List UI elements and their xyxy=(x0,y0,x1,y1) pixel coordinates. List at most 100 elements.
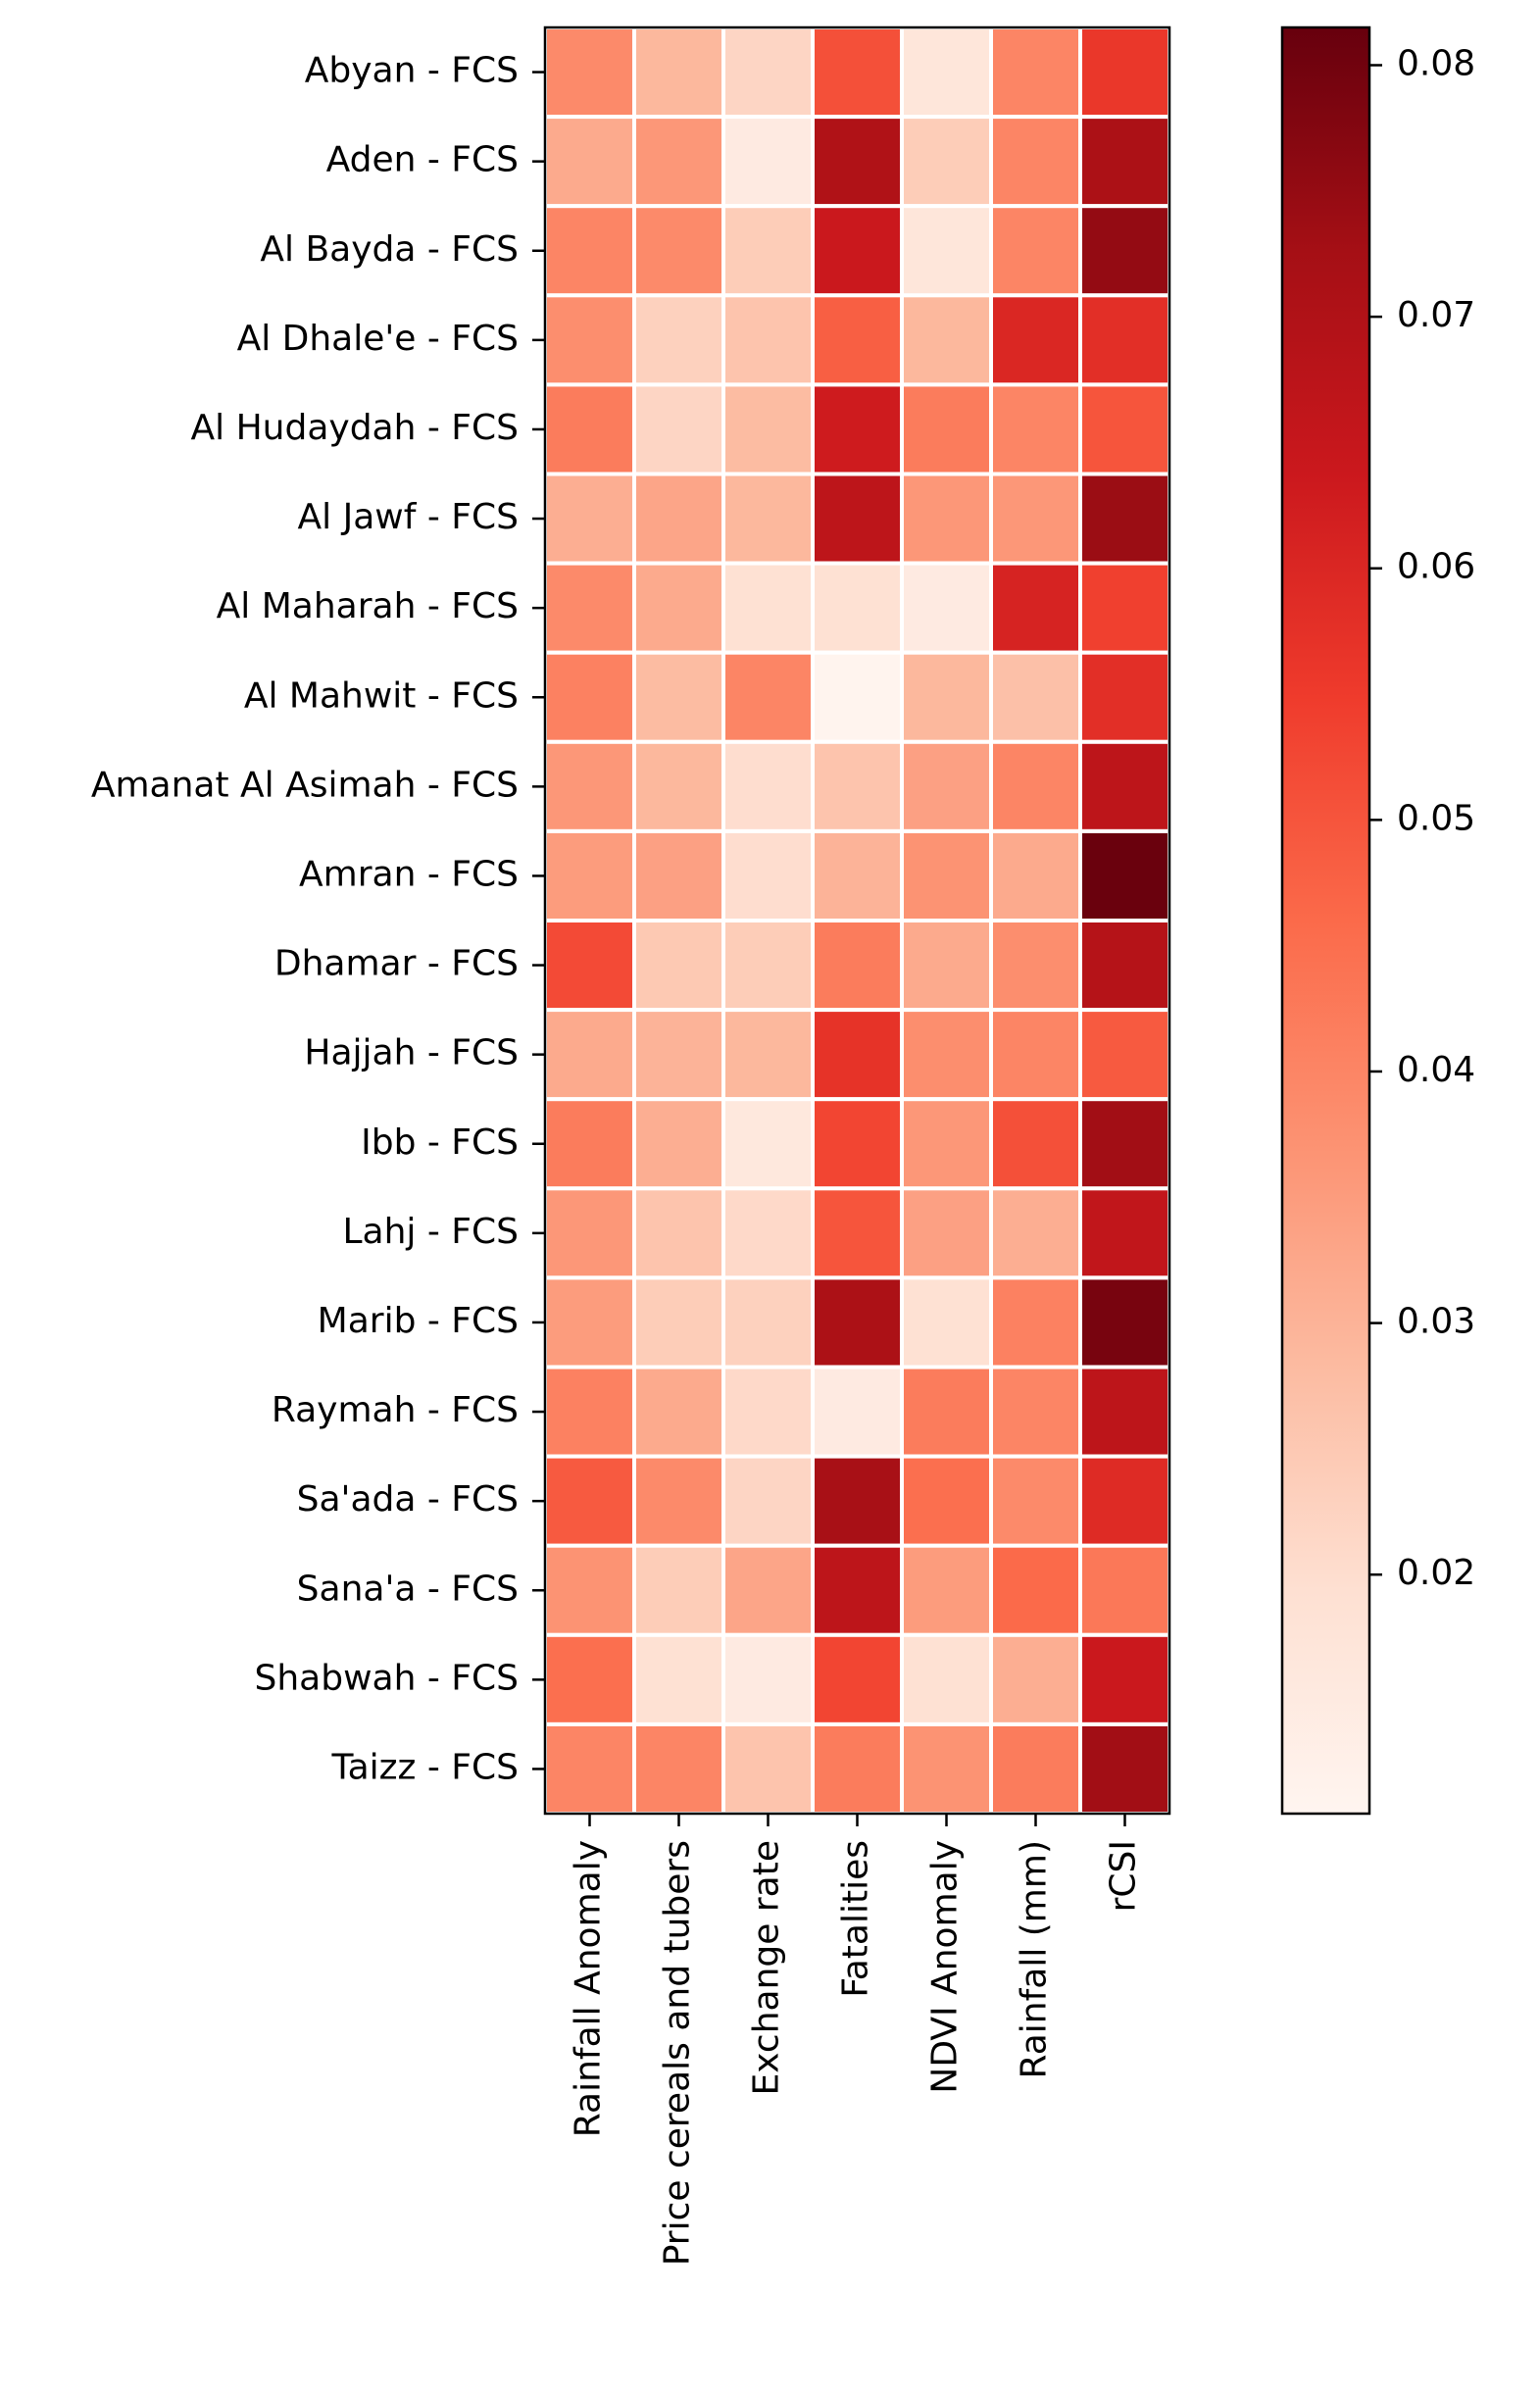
heatmap-cell xyxy=(989,919,1082,1013)
heatmap-cell xyxy=(1078,1365,1171,1459)
heatmap-cells xyxy=(543,25,1171,1817)
heatmap-cell xyxy=(632,382,725,476)
heatmap-cell xyxy=(632,1632,725,1726)
heatmap-cell xyxy=(1078,472,1171,566)
colorbar-tick-label: 0.04 xyxy=(1397,1050,1475,1090)
row-label: Lahj - FCS xyxy=(342,1212,519,1252)
heatmap-cell xyxy=(811,1275,904,1370)
heatmap-cell xyxy=(632,1008,725,1102)
column-label: Exchange rate xyxy=(747,1840,787,2095)
heatmap-cell xyxy=(543,472,636,566)
heatmap-cell xyxy=(1078,739,1171,833)
heatmap-cell xyxy=(811,1543,904,1637)
heatmap-cell xyxy=(900,1008,993,1102)
heatmap-cell xyxy=(721,650,815,744)
heatmap-cell xyxy=(811,1186,904,1280)
heatmap-cell xyxy=(1078,650,1171,744)
heatmap-cell xyxy=(1078,115,1171,209)
colorbar-tick-label: 0.05 xyxy=(1397,798,1475,838)
heatmap-cell xyxy=(632,115,725,209)
heatmap-cell xyxy=(721,204,815,298)
heatmap-cell xyxy=(989,650,1082,744)
heatmap-cell xyxy=(721,1275,815,1370)
row-label: Amran - FCS xyxy=(299,854,519,894)
heatmap-cell xyxy=(721,25,815,120)
row-label: Al Maharah - FCS xyxy=(217,586,519,626)
column-label: NDVI Anomaly xyxy=(925,1840,966,2094)
heatmap-cell xyxy=(900,1186,993,1280)
heatmap-cell xyxy=(811,1721,904,1817)
heatmap-cell xyxy=(811,739,904,833)
heatmap-cell xyxy=(989,1008,1082,1102)
heatmap-cell xyxy=(1078,1275,1171,1370)
heatmap-cell xyxy=(989,1365,1082,1459)
row-axis: Abyan - FCS Aden - FCS Al Bayda - FCS Al Dh… xyxy=(91,51,545,1787)
row-label: Raymah - FCS xyxy=(272,1390,519,1430)
heatmap-cell xyxy=(811,1632,904,1726)
heatmap-cell xyxy=(989,1275,1082,1370)
heatmap-cell xyxy=(543,25,636,120)
heatmap-cell xyxy=(900,382,993,476)
heatmap-cell xyxy=(1078,25,1171,120)
heatmap-cell xyxy=(811,1008,904,1102)
heatmap-cell xyxy=(721,1186,815,1280)
heatmap-cell xyxy=(543,382,636,476)
heatmap-cell xyxy=(721,561,815,655)
heatmap-cell xyxy=(989,25,1082,120)
heatmap-cell xyxy=(1078,1186,1171,1280)
column-label: Rainfall Anomaly xyxy=(569,1840,609,2137)
heatmap-cell xyxy=(900,293,993,387)
colorbar: 0.02 0.03 0.04 0.05 0.06 0.07 0.08 xyxy=(1280,25,1475,1816)
heatmap-cell xyxy=(543,650,636,744)
heatmap-cell xyxy=(989,1186,1082,1280)
heatmap-cell xyxy=(721,1097,815,1191)
heatmap-cell xyxy=(900,1454,993,1548)
heatmap-cell xyxy=(543,919,636,1013)
heatmap-cell xyxy=(721,1721,815,1817)
heatmap-cell xyxy=(632,25,725,120)
row-label: Ibb - FCS xyxy=(361,1122,519,1163)
heatmap-cell xyxy=(721,1454,815,1548)
heatmap-cell xyxy=(989,1721,1082,1817)
heatmap-cell xyxy=(721,1543,815,1637)
heatmap-cell xyxy=(632,561,725,655)
colorbar-gradient xyxy=(1280,25,1371,1816)
heatmap-cell xyxy=(811,919,904,1013)
heatmap-cell xyxy=(1078,293,1171,387)
row-label: Al Jawf - FCS xyxy=(298,497,519,537)
row-label: Abyan - FCS xyxy=(305,51,519,91)
heatmap-cell xyxy=(1078,1632,1171,1726)
heatmap-cell xyxy=(543,561,636,655)
heatmap-cell xyxy=(543,1275,636,1370)
heatmap-cell xyxy=(543,1186,636,1280)
row-label: Marib - FCS xyxy=(318,1301,519,1341)
colorbar-tick-label: 0.07 xyxy=(1397,295,1475,335)
heatmap-cell xyxy=(811,561,904,655)
heatmap-cell xyxy=(543,115,636,209)
column-label: Fatalities xyxy=(836,1840,876,1998)
heatmap-cell xyxy=(989,472,1082,566)
heatmap-cell xyxy=(721,1632,815,1726)
heatmap-cell xyxy=(543,828,636,923)
heatmap-cell xyxy=(632,650,725,744)
colorbar-ticks: 0.02 0.03 0.04 0.05 0.06 0.07 0.08 xyxy=(1369,43,1475,1593)
heatmap-cell xyxy=(900,1543,993,1637)
row-label: Hajjah - FCS xyxy=(304,1033,519,1073)
heatmap-cell xyxy=(721,919,815,1013)
heatmap-cell xyxy=(811,1365,904,1459)
heatmap-cell xyxy=(543,739,636,833)
heatmap-cell xyxy=(632,1454,725,1548)
heatmap-cell xyxy=(632,204,725,298)
heatmap-cell xyxy=(900,204,993,298)
heatmap-cell xyxy=(900,650,993,744)
heatmap-cell xyxy=(632,1275,725,1370)
heatmap-cell xyxy=(721,1008,815,1102)
heatmap-cell xyxy=(989,828,1082,923)
heatmap-cell xyxy=(1078,561,1171,655)
column-label: rCSI xyxy=(1104,1840,1144,1912)
heatmap-cell xyxy=(811,115,904,209)
heatmap-cell xyxy=(989,1632,1082,1726)
heatmap-cell xyxy=(543,1454,636,1548)
heatmap-cell xyxy=(811,472,904,566)
